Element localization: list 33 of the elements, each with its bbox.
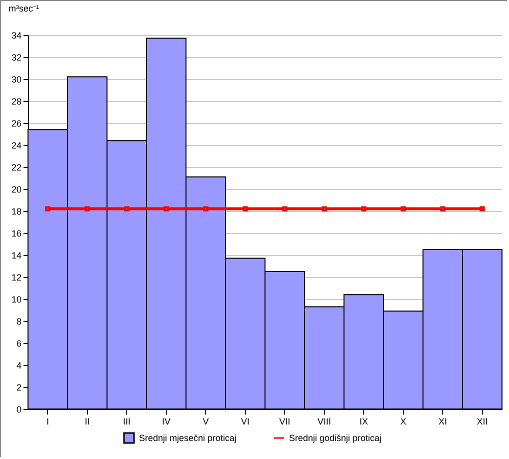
y-tick-label: 30 — [11, 74, 22, 84]
y-tick-label: 26 — [11, 118, 22, 128]
x-tick-label: VII — [279, 416, 290, 426]
x-tick-label: XII — [476, 416, 488, 426]
x-tick-label: I — [46, 416, 50, 426]
y-tick-label: 0 — [16, 404, 22, 414]
y-tick-label: 20 — [11, 184, 22, 194]
y-tick-label: 10 — [11, 294, 22, 304]
y-tick-label: 12 — [11, 272, 22, 282]
y-tick-label: 22 — [11, 162, 22, 172]
y-tick-label: 16 — [11, 228, 22, 238]
x-tick-label: XI — [438, 416, 448, 426]
y-axis-title: m³sec⁻¹ — [8, 4, 39, 14]
legend-label: Srednji mjesečni proticaj — [139, 433, 237, 443]
y-tick-label: 24 — [11, 140, 22, 150]
y-tick-label: 14 — [11, 250, 22, 260]
y-tick-label: 32 — [11, 52, 22, 62]
y-tick-label: 6 — [16, 338, 22, 348]
y-tick-label: 18 — [11, 206, 22, 216]
x-tick-label: V — [202, 416, 209, 426]
legend-label: Srednji godišnji proticaj — [289, 433, 382, 443]
x-tick-label: IV — [162, 416, 171, 426]
y-tick-label: 2 — [16, 382, 22, 392]
y-tick-label: 34 — [11, 30, 22, 40]
y-tick-label: 4 — [16, 360, 22, 370]
x-tick-label: VIII — [317, 416, 332, 426]
x-tick-label: II — [84, 416, 90, 426]
x-tick-label: IX — [359, 416, 368, 426]
x-tick-label: III — [122, 416, 131, 426]
x-tick-label: X — [400, 416, 406, 426]
y-tick-label: 8 — [16, 316, 22, 326]
y-tick-label: 28 — [11, 96, 22, 106]
x-tick-label: VI — [240, 416, 250, 426]
